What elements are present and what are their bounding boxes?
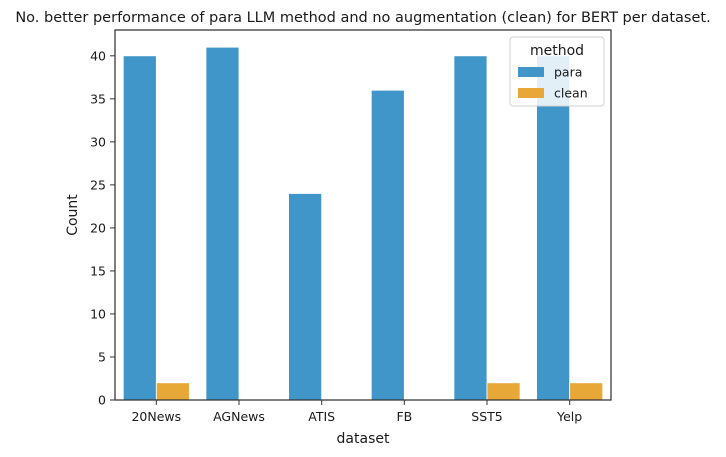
bar-clean-20news [155,382,190,401]
y-tick-label: 30 [90,134,106,149]
y-tick-label: 10 [90,306,106,321]
x-tick-label: ATIS [308,409,335,424]
x-tick-label: Yelp [556,409,582,424]
plot-frame [114,29,612,401]
x-tick-label: 20News [131,409,181,424]
y-axis: 0 5 10 15 20 25 30 35 40 [90,48,115,408]
y-tick-label: 0 [98,393,106,408]
bars-group [122,46,604,401]
y-tick-label: 25 [90,177,106,192]
x-tick-label: SST5 [471,409,502,424]
bar-clean-yelp [569,382,604,401]
legend-title: method [530,43,584,59]
bar-para-agnews [205,46,240,401]
x-axis: 20News AGNews ATIS FB SST5 Yelp [131,400,582,424]
bar-para-atis [288,193,323,401]
y-tick-label: 40 [90,48,106,63]
chart-title: No. better performance of para LLM metho… [15,10,710,26]
bar-clean-sst5 [486,382,521,401]
y-axis-label: Count [65,194,81,236]
legend: method para clean [509,36,605,107]
y-tick-label: 5 [98,349,106,364]
bar-para-20news [122,55,157,401]
legend-label-para: para [554,65,582,80]
legend-swatch-para [518,67,544,77]
bar-para-yelp [536,55,571,401]
bar-para-sst5 [453,55,488,401]
y-tick-label: 35 [90,91,106,106]
x-axis-label: dataset [337,431,390,447]
y-tick-label: 20 [90,220,106,235]
legend-label-clean: clean [554,86,588,101]
y-tick-label: 15 [90,263,106,278]
x-tick-label: AGNews [213,409,265,424]
legend-swatch-clean [518,88,544,98]
bar-para-fb [370,89,405,401]
x-tick-label: FB [396,409,412,424]
